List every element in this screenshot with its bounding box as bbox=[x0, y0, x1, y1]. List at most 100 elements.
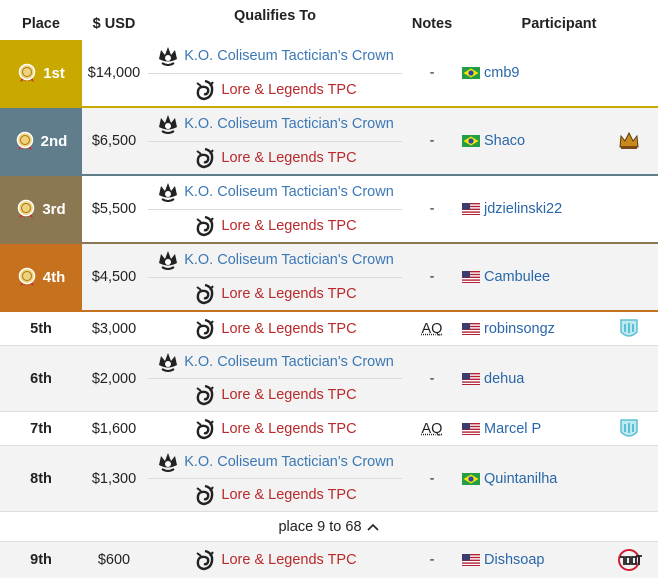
header-row: Place $ USD Qualifies To Notes Participa… bbox=[0, 0, 658, 40]
qualifier[interactable]: Lore & Legends TPC bbox=[148, 140, 402, 175]
team-logo[interactable] bbox=[617, 417, 641, 441]
place-cell: 2nd bbox=[0, 108, 82, 174]
place-cell: 4th bbox=[0, 244, 82, 310]
qualifier-name[interactable]: K.O. Coliseum Tactician's Crown bbox=[184, 454, 394, 470]
participant[interactable]: robinsongz bbox=[484, 320, 555, 337]
qualifier[interactable]: K.O. Coliseum Tactician's Crown bbox=[146, 176, 404, 209]
qualifier-name[interactable]: Lore & Legends TPC bbox=[221, 217, 357, 234]
qualifier-name[interactable]: Lore & Legends TPC bbox=[221, 420, 357, 437]
participant[interactable]: Quintanilha bbox=[484, 470, 558, 487]
participant-cell: Shaco bbox=[460, 108, 600, 174]
qualifier-name[interactable]: K.O. Coliseum Tactician's Crown bbox=[184, 116, 394, 133]
place: 7th bbox=[30, 420, 52, 437]
tournament-icon bbox=[193, 317, 217, 341]
qualifier[interactable]: Lore & Legends TPC bbox=[148, 378, 402, 411]
prize-row: 5th $3,000 Lore & Legends TPC AQ robinso… bbox=[0, 312, 658, 346]
place: 6th bbox=[30, 370, 52, 387]
prize-row: 6th $2,000 K.O. Coliseum Tactician's Cro… bbox=[0, 346, 658, 412]
place: 4th bbox=[42, 268, 66, 286]
column-header: Notes bbox=[411, 16, 453, 32]
notes: - bbox=[429, 470, 435, 487]
medal-icon bbox=[17, 63, 37, 83]
notes: - bbox=[429, 65, 435, 81]
flag bbox=[462, 67, 480, 79]
qualifies-cell: Lore & Legends TPC bbox=[146, 312, 404, 345]
flag bbox=[462, 473, 480, 485]
column-header: Participant bbox=[521, 16, 597, 32]
qualifier[interactable]: Lore & Legends TPC bbox=[146, 542, 404, 578]
participant-cell: robinsongz bbox=[460, 312, 600, 345]
chevron-up[interactable] bbox=[366, 522, 380, 532]
prize: $5,500 bbox=[91, 201, 137, 217]
qualifier-name[interactable]: Lore & Legends TPC bbox=[221, 320, 357, 337]
participant[interactable]: Shaco bbox=[484, 133, 526, 149]
participant-cell: Quintanilha bbox=[460, 446, 600, 511]
team-cell bbox=[600, 412, 658, 445]
qualifier-name[interactable]: Lore & Legends TPC bbox=[221, 487, 357, 503]
participant-cell: Cambulee bbox=[460, 244, 600, 310]
participant[interactable]: dehua bbox=[484, 370, 525, 387]
prize-row: 8th $1,300 K.O. Coliseum Tactician's Cro… bbox=[0, 446, 658, 512]
prize: $600 bbox=[97, 552, 131, 568]
place: 5th bbox=[30, 320, 52, 337]
qualifier[interactable]: Lore & Legends TPC bbox=[148, 208, 402, 243]
qualifier-name[interactable]: Lore & Legends TPC bbox=[221, 387, 357, 403]
team-cell bbox=[600, 108, 658, 174]
prize: $2,000 bbox=[91, 370, 137, 387]
qualifier-name[interactable]: Lore & Legends TPC bbox=[221, 285, 357, 302]
qualifier[interactable]: K.O. Coliseum Tactician's Crown bbox=[146, 108, 404, 141]
column-header: Qualifies To bbox=[234, 8, 316, 24]
team-cell bbox=[600, 244, 658, 310]
qualifier[interactable]: Lore & Legends TPC bbox=[146, 412, 404, 445]
qualifier[interactable]: Lore & Legends TPC bbox=[146, 312, 404, 345]
prize: $3,000 bbox=[91, 320, 137, 337]
notes: - bbox=[429, 201, 435, 217]
qualifier-name[interactable]: Lore & Legends TPC bbox=[221, 81, 357, 98]
team-cell bbox=[600, 446, 658, 511]
qualifier-name[interactable]: K.O. Coliseum Tactician's Crown bbox=[184, 354, 394, 370]
qualifier[interactable]: Lore & Legends TPC bbox=[148, 72, 402, 107]
notes: - bbox=[429, 269, 435, 285]
prize: $4,500 bbox=[91, 269, 137, 285]
qualifier-name[interactable]: K.O. Coliseum Tactician's Crown bbox=[184, 252, 394, 269]
qualifier[interactable]: Lore & Legends TPC bbox=[148, 276, 402, 311]
prize: $1,600 bbox=[91, 420, 137, 437]
expand-toggle[interactable]: place 9 to 68 bbox=[0, 512, 658, 542]
team-cell bbox=[600, 312, 658, 345]
qualifier-name[interactable]: Lore & Legends TPC bbox=[221, 149, 357, 166]
participant[interactable]: Dishsoap bbox=[484, 552, 545, 568]
qualifier-name[interactable]: Lore & Legends TPC bbox=[221, 552, 357, 568]
team-logo[interactable] bbox=[614, 548, 644, 572]
prize-row: 9th $600 Lore & Legends TPC - Dishsoap bbox=[0, 542, 658, 578]
notes: AQ bbox=[421, 320, 443, 337]
qualifier[interactable]: Lore & Legends TPC bbox=[148, 478, 402, 511]
medal-icon bbox=[15, 131, 35, 151]
qualifies-cell: Lore & Legends TPC bbox=[146, 542, 404, 578]
qualifier[interactable]: K.O. Coliseum Tactician's Crown bbox=[146, 40, 404, 73]
team-logo[interactable] bbox=[618, 131, 640, 151]
participant[interactable]: Marcel P bbox=[484, 420, 542, 437]
participant[interactable]: Cambulee bbox=[484, 269, 551, 285]
tournament-icon bbox=[193, 548, 217, 572]
participant-cell: jdzielinski22 bbox=[460, 176, 600, 242]
prize: $14,000 bbox=[87, 65, 141, 81]
notes: - bbox=[429, 133, 435, 149]
qualifier[interactable]: K.O. Coliseum Tactician's Crown bbox=[146, 346, 404, 378]
flag bbox=[462, 423, 480, 435]
prize-row: 7th $1,600 Lore & Legends TPC AQ Marcel … bbox=[0, 412, 658, 446]
tournament-icon bbox=[156, 248, 180, 272]
participant[interactable]: cmb9 bbox=[484, 65, 520, 81]
qualifier[interactable]: K.O. Coliseum Tactician's Crown bbox=[146, 244, 404, 277]
participant[interactable]: jdzielinski22 bbox=[484, 201, 563, 217]
prize-row: 3rd $5,500 K.O. Coliseum Tactician's Cro… bbox=[0, 176, 658, 244]
tournament-icon bbox=[156, 44, 180, 68]
qualifier-name[interactable]: K.O. Coliseum Tactician's Crown bbox=[184, 48, 394, 65]
toggle-label[interactable]: place 9 to 68 bbox=[278, 518, 362, 535]
qualifier-name[interactable]: K.O. Coliseum Tactician's Crown bbox=[184, 184, 394, 201]
medal-icon bbox=[17, 267, 37, 287]
qualifier[interactable]: K.O. Coliseum Tactician's Crown bbox=[146, 446, 404, 478]
prize: $1,300 bbox=[91, 470, 137, 487]
team-logo[interactable] bbox=[617, 317, 641, 341]
notes: AQ bbox=[421, 420, 443, 437]
